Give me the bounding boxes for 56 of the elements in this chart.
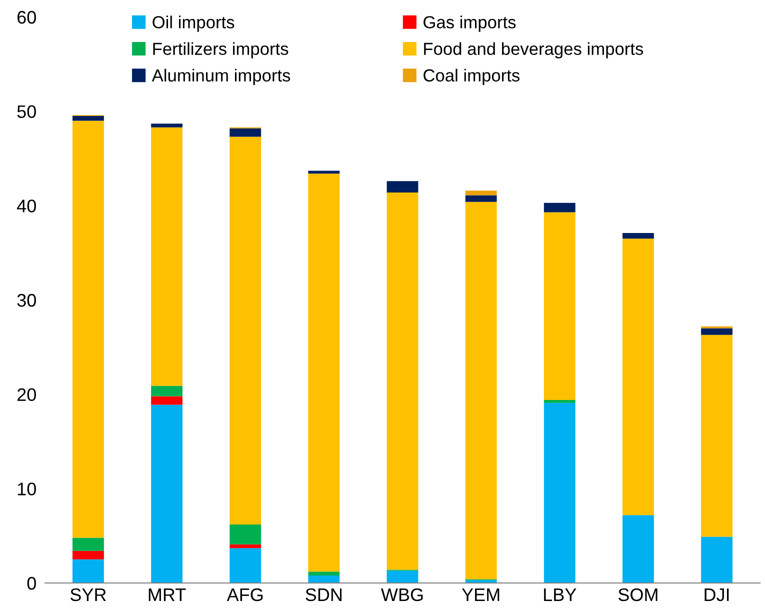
x-tick-label: AFG	[226, 588, 263, 602]
bar	[230, 548, 262, 583]
bar	[544, 402, 576, 583]
legend-label: Gas imports	[424, 16, 516, 32]
bar	[308, 575, 340, 583]
y-tick-label: 30	[17, 294, 36, 307]
bar	[230, 544, 262, 548]
bar	[622, 233, 654, 239]
y-tick-label: 20	[17, 388, 36, 402]
bar	[72, 120, 104, 538]
legend-label: Food and beverages imports	[424, 42, 644, 58]
bar	[386, 570, 418, 583]
y-tick-label: 10	[18, 482, 36, 496]
bar	[151, 396, 182, 405]
x-tick-label: DJI	[704, 588, 729, 602]
bar	[72, 538, 104, 551]
bar	[544, 202, 576, 212]
bar	[151, 386, 182, 396]
bar	[151, 127, 182, 386]
bar	[230, 136, 262, 525]
legend-label: Coal imports	[424, 68, 520, 86]
bar	[72, 550, 104, 560]
bar	[465, 190, 497, 196]
x-tick-label: YEM	[462, 588, 500, 601]
bar	[701, 328, 732, 335]
bar	[151, 404, 182, 583]
bar	[544, 400, 576, 403]
legend-label: Fertilizers imports	[153, 42, 288, 58]
bar	[701, 536, 732, 583]
bar	[151, 124, 182, 128]
y-tick-label: 50	[17, 105, 36, 118]
bar	[465, 195, 497, 202]
y-tick-label: 0	[27, 576, 36, 590]
legend-label: Oil imports	[152, 16, 234, 32]
bar	[622, 238, 654, 516]
bar	[544, 212, 576, 400]
legend-label: Aluminum imports	[152, 68, 290, 86]
bar	[72, 559, 104, 583]
x-tick-label: LBY	[544, 588, 576, 601]
bar	[230, 524, 262, 544]
y-tick-label: 60	[18, 10, 36, 24]
bar	[386, 192, 418, 570]
bar	[386, 181, 418, 192]
x-tick-label: SOM	[618, 588, 658, 602]
y-tick-label: 40	[17, 200, 36, 212]
bar	[230, 128, 262, 137]
x-tick-label: SDN	[306, 588, 342, 602]
bar	[72, 116, 104, 121]
bar	[622, 515, 654, 583]
bar	[308, 174, 340, 572]
x-tick-label: MRT	[148, 588, 186, 601]
x-tick-label: SYR	[70, 588, 106, 602]
x-tick-label: WBG	[381, 588, 423, 602]
bar	[308, 572, 340, 576]
bar	[701, 334, 732, 537]
bar	[465, 202, 497, 580]
